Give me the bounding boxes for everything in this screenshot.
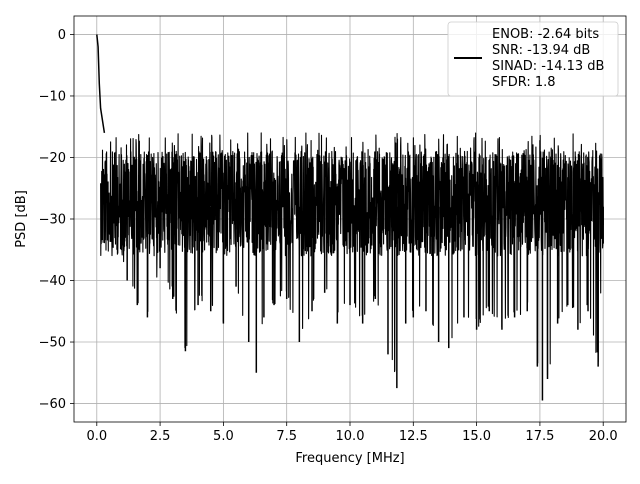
y-tick-label: −50 [39, 336, 66, 351]
y-tick-label: −30 [39, 213, 66, 228]
legend-line: SNR: -13.94 dB [492, 43, 590, 58]
x-tick-label: 2.5 [150, 429, 171, 444]
x-tick-label: 10.0 [336, 429, 365, 444]
y-tick-label: −10 [39, 89, 66, 104]
legend-line: SFDR: 1.8 [492, 75, 556, 90]
x-axis-label: Frequency [MHz] [295, 451, 404, 466]
psd-noise-line [100, 132, 604, 376]
legend-line: SINAD: -14.13 dB [492, 59, 604, 74]
x-tick-label: 0.0 [86, 429, 107, 444]
y-tick-label: −40 [39, 274, 66, 289]
x-tick-label: 12.5 [399, 429, 428, 444]
y-tick-label: 0 [58, 28, 66, 43]
y-axis-label: PSD [dB] [14, 190, 29, 248]
legend-box [447, 21, 619, 97]
x-tick-label: 20.0 [589, 429, 618, 444]
y-tick-label: −60 [39, 397, 66, 412]
psd-dc-peak [96, 34, 106, 134]
x-tick-label: 7.5 [276, 429, 297, 444]
x-tick-label: 17.5 [525, 429, 554, 444]
legend-label: ENOB: -2.64 bits SNR: -13.94 dB SINAD: -14… [492, 27, 604, 90]
x-tick-label: 15.0 [462, 429, 491, 444]
legend: ENOB: -2.64 bits SNR: -13.94 dB SINAD: -14… [447, 21, 619, 97]
y-axis-ticks: 0 −10 −20 −30 −40 −50 −60 [39, 28, 74, 412]
y-tick-label: −20 [39, 151, 66, 166]
legend-line: ENOB: -2.64 bits [492, 27, 599, 42]
x-axis-ticks: 0.0 2.5 5.0 7.5 10.0 12.5 15.0 17.5 20.0 [86, 422, 618, 444]
psd-trace [96, 34, 604, 401]
x-tick-label: 5.0 [213, 429, 234, 444]
